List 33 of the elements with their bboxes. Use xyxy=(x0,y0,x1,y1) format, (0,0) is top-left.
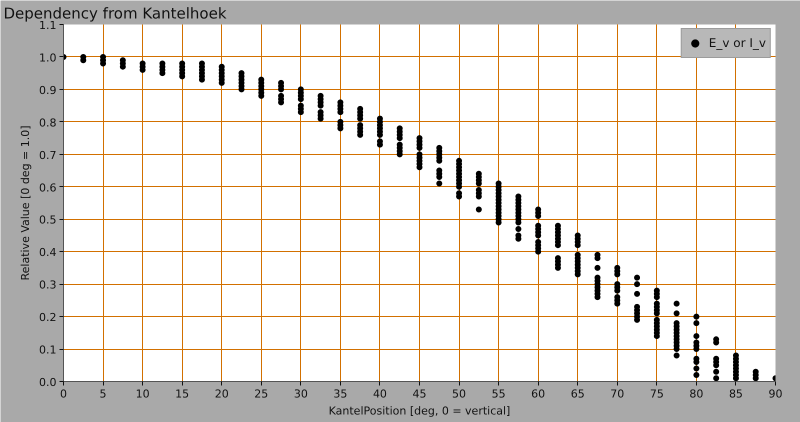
x-tick-label: 40 xyxy=(372,388,387,400)
y-tick-label: 0.4 xyxy=(39,246,57,260)
y-tick-label: 0.2 xyxy=(39,311,57,324)
y-tick-label: 0.0 xyxy=(39,376,57,389)
x-tick-label: 20 xyxy=(214,388,229,400)
y-tick-label: 0.7 xyxy=(39,148,57,162)
y-tick-label: 1.0 xyxy=(39,51,57,64)
x-tick-label: 55 xyxy=(492,388,506,400)
y-tick-label: 0.9 xyxy=(39,84,57,97)
x-tick-label: 25 xyxy=(254,388,268,400)
x-tick-label: 30 xyxy=(294,388,308,400)
x-tick-label: 70 xyxy=(610,388,624,400)
x-tick-label: 75 xyxy=(650,388,664,400)
x-tick-label: 10 xyxy=(136,388,150,400)
x-tick-label: 5 xyxy=(100,388,107,400)
x-tick-label: 90 xyxy=(768,388,782,400)
legend-label: E_v or I_v xyxy=(708,36,766,50)
y-tick-label: 0.8 xyxy=(39,116,57,130)
x-tick-label: 50 xyxy=(452,388,466,400)
x-tick-label: 85 xyxy=(728,388,743,400)
y-tick-label: 0.1 xyxy=(39,344,57,357)
y-tick-label: 0.3 xyxy=(39,278,57,292)
x-tick-label: 15 xyxy=(175,388,190,400)
x-axis-title: KantelPosition [deg, 0 = vertical] xyxy=(328,404,510,418)
y-tick-label: 0.6 xyxy=(39,181,57,194)
x-tick-label: 80 xyxy=(689,388,704,400)
x-tick-label: 35 xyxy=(333,388,348,400)
x-tick-label: 45 xyxy=(412,388,426,400)
x-tick-label: 0 xyxy=(60,388,67,400)
y-tick-label: 0.5 xyxy=(39,214,57,227)
x-tick-label: 60 xyxy=(531,388,546,400)
x-tick-label: 65 xyxy=(570,388,585,400)
y-axis-title: Relative Value [0 deg = 1.0] xyxy=(19,125,32,281)
